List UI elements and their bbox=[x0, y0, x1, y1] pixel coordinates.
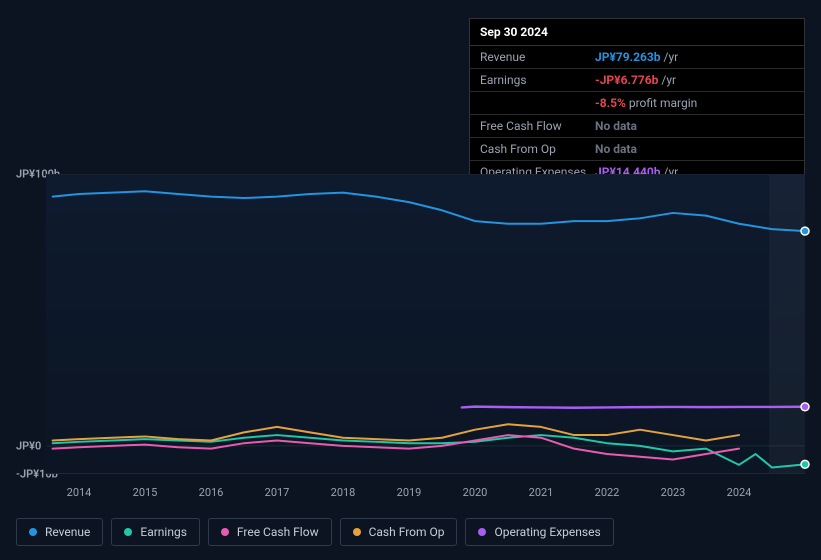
tooltip-row-value: -JP¥6.776b/yr bbox=[595, 73, 794, 87]
x-axis-tick: 2015 bbox=[133, 486, 158, 499]
x-axis: 2014 2015 2016 2017 2018 2019 2020 2021 2022 2023… bbox=[46, 482, 805, 502]
tooltip-row-value: No data bbox=[595, 142, 794, 156]
series-line bbox=[53, 191, 805, 231]
tooltip-row: Cash From OpNo data bbox=[470, 138, 804, 161]
legend-label: Revenue bbox=[45, 525, 90, 539]
legend-dot-icon bbox=[478, 528, 486, 536]
tooltip-row-label: Earnings bbox=[480, 73, 595, 87]
series-end-marker bbox=[801, 460, 809, 468]
x-axis-tick: 2021 bbox=[529, 486, 554, 499]
legend-item[interactable]: Operating Expenses bbox=[465, 518, 613, 546]
chart-plot[interactable] bbox=[46, 174, 805, 474]
x-axis-tick: 2019 bbox=[397, 486, 422, 499]
data-tooltip: Sep 30 2024 RevenueJP¥79.263b/yrEarnings… bbox=[469, 18, 805, 184]
legend-dot-icon bbox=[124, 528, 132, 536]
tooltip-row: Free Cash FlowNo data bbox=[470, 115, 804, 138]
legend-label: Operating Expenses bbox=[494, 525, 600, 539]
legend-label: Earnings bbox=[140, 525, 187, 539]
series-line bbox=[462, 407, 805, 408]
legend-dot-icon bbox=[221, 528, 229, 536]
chart-lines bbox=[46, 175, 805, 473]
legend-item[interactable]: Revenue bbox=[16, 518, 103, 546]
tooltip-date: Sep 30 2024 bbox=[470, 19, 804, 46]
tooltip-row-label: Revenue bbox=[480, 50, 595, 64]
x-axis-tick: 2018 bbox=[331, 486, 356, 499]
y-axis-label: JP¥0 bbox=[16, 440, 41, 453]
legend-dot-icon bbox=[353, 528, 361, 536]
x-axis-tick: 2024 bbox=[727, 486, 752, 499]
legend-label: Cash From Op bbox=[369, 525, 445, 539]
tooltip-row-value: No data bbox=[595, 119, 794, 133]
tooltip-row: RevenueJP¥79.263b/yr bbox=[470, 46, 804, 69]
legend-item[interactable]: Cash From Op bbox=[340, 518, 458, 546]
series-line bbox=[53, 424, 739, 440]
tooltip-row-value: -8.5%profit margin bbox=[595, 96, 794, 110]
x-axis-tick: 2023 bbox=[661, 486, 686, 499]
tooltip-row-value: JP¥79.263b/yr bbox=[595, 50, 794, 64]
x-axis-tick: 2022 bbox=[595, 486, 620, 499]
tooltip-row-label: Free Cash Flow bbox=[480, 119, 595, 133]
tooltip-row-label bbox=[480, 96, 595, 110]
legend-item[interactable]: Free Cash Flow bbox=[208, 518, 332, 546]
x-axis-tick: 2014 bbox=[67, 486, 92, 499]
legend: Revenue Earnings Free Cash Flow Cash From O… bbox=[16, 518, 614, 546]
x-axis-tick: 2017 bbox=[265, 486, 290, 499]
series-end-marker bbox=[801, 403, 809, 411]
x-axis-tick: 2016 bbox=[199, 486, 224, 499]
tooltip-rows: RevenueJP¥79.263b/yrEarnings-JP¥6.776b/y… bbox=[470, 46, 804, 183]
series-line bbox=[53, 435, 805, 467]
tooltip-row: -8.5%profit margin bbox=[470, 92, 804, 115]
legend-item[interactable]: Earnings bbox=[111, 518, 200, 546]
tooltip-row-label: Cash From Op bbox=[480, 142, 595, 156]
x-axis-tick: 2020 bbox=[463, 486, 488, 499]
series-end-marker bbox=[801, 227, 809, 235]
legend-label: Free Cash Flow bbox=[237, 525, 319, 539]
legend-dot-icon bbox=[29, 528, 37, 536]
tooltip-row: Earnings-JP¥6.776b/yr bbox=[470, 69, 804, 92]
